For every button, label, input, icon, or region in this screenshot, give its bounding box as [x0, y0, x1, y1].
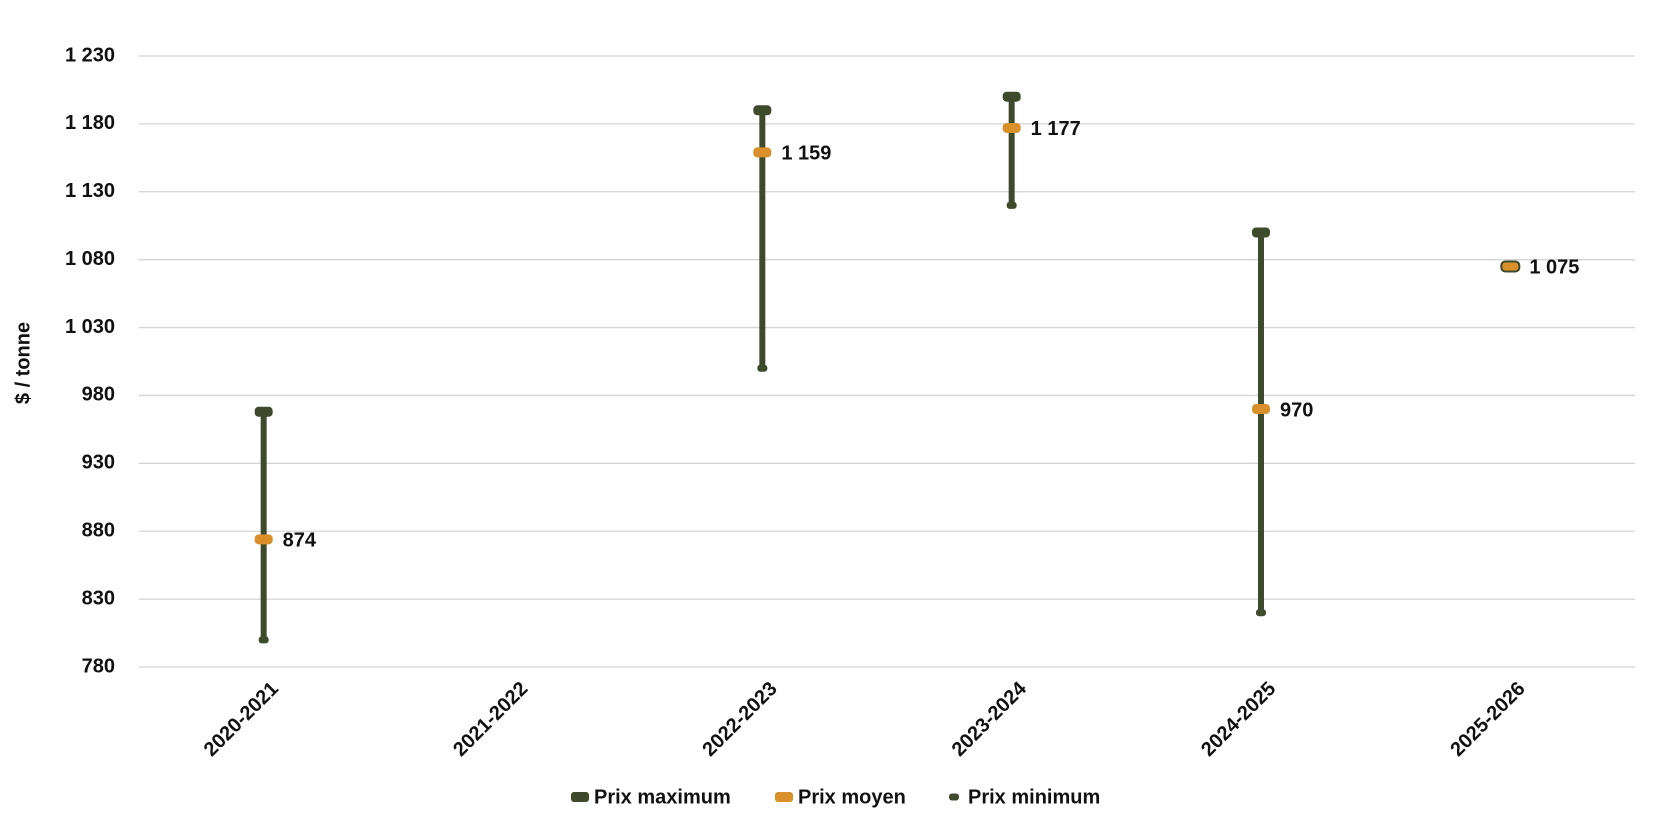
y-tick-label: 1 130 [65, 180, 115, 202]
y-tick-label: 980 [82, 384, 115, 406]
max-marker [1252, 227, 1270, 238]
legend-swatch [949, 793, 959, 801]
min-marker [1006, 201, 1017, 209]
y-tick-label: 880 [82, 520, 115, 542]
value-label: 970 [1280, 399, 1313, 421]
min-marker [757, 364, 768, 372]
min-marker [1256, 609, 1266, 617]
value-label: 1 075 [1529, 257, 1579, 279]
mean-marker [753, 147, 772, 158]
mean-marker [1500, 260, 1521, 273]
max-marker [254, 406, 273, 417]
max-marker [1002, 91, 1021, 102]
y-axis-title: $ / tonne [12, 322, 34, 404]
x-tick-label: 2022-2023 [698, 678, 781, 761]
legend-label: Prix maximum [594, 786, 731, 808]
legend-swatch [571, 792, 589, 802]
value-label: 874 [283, 530, 317, 552]
x-tick-label: 2024-2025 [1197, 678, 1280, 761]
x-tick-label: 2025-2026 [1446, 678, 1529, 761]
y-tick-label: 1 080 [65, 248, 115, 270]
value-label: 1 177 [1031, 118, 1081, 140]
x-tick-label: 2023-2024 [948, 677, 1032, 761]
y-tick-label: 1 030 [65, 316, 115, 338]
y-tick-label: 1 230 [65, 44, 115, 66]
mean-marker [254, 534, 273, 545]
y-tick-label: 930 [82, 452, 115, 474]
mean-marker [1252, 404, 1270, 415]
max-marker [753, 105, 772, 116]
x-tick-label: 2021-2022 [449, 678, 532, 761]
x-tick-label: 2020-2021 [200, 678, 283, 761]
value-label: 1 159 [781, 143, 831, 165]
legend-swatch [775, 792, 793, 802]
y-tick-label: 780 [82, 655, 115, 677]
min-marker [258, 636, 269, 644]
legend-label: Prix minimum [968, 786, 1100, 808]
mean-marker [1002, 122, 1021, 133]
y-tick-label: 1 180 [65, 112, 115, 134]
legend-label: Prix moyen [798, 786, 906, 808]
y-tick-label: 830 [82, 587, 115, 609]
